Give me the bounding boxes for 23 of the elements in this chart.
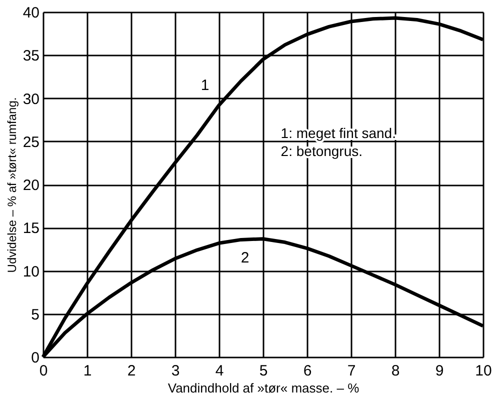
x-tick-label: 6	[303, 362, 312, 380]
y-tick-label: 20	[22, 177, 40, 194]
x-tick-label: 4	[215, 362, 224, 380]
y-tick-label: 0	[31, 350, 40, 366]
x-tick-label: 8	[391, 362, 400, 380]
x-tick-label: 1	[83, 362, 92, 380]
x-axis-title: Vandindhold af »tør« masse. – %	[168, 380, 360, 396]
y-tick-label: 5	[31, 306, 40, 324]
y-tick-label: 35	[22, 48, 40, 65]
y-tick-label: 15	[22, 220, 40, 238]
x-tick-label: 9	[435, 362, 444, 380]
y-tick-label: 25	[22, 134, 40, 151]
y-tick-label: 40	[22, 4, 40, 22]
x-tick-label: 5	[259, 362, 268, 380]
series-label: 2	[240, 250, 250, 267]
series-label: 1	[200, 77, 210, 94]
x-tick-label: 3	[171, 362, 180, 380]
y-tick-label: 30	[22, 90, 40, 108]
y-axis-title: Udvidelse – % af »tørt« rumfang.	[4, 97, 19, 273]
x-tick-label: 7	[347, 362, 356, 380]
x-tick-label: 2	[127, 362, 136, 380]
x-tick-label: 10	[475, 362, 492, 380]
y-tick-label: 10	[22, 263, 40, 280]
